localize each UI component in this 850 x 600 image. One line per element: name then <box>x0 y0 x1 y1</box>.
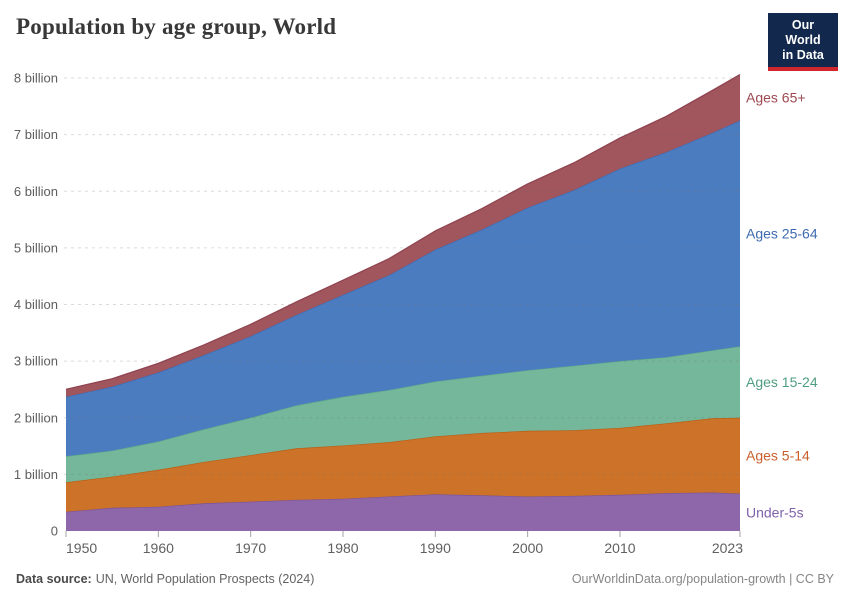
y-axis-label: 0 <box>51 524 58 539</box>
data-source: Data source: UN, World Population Prospec… <box>16 572 314 586</box>
data-source-label: Data source: <box>16 572 92 586</box>
footer: Data source: UN, World Population Prospec… <box>16 572 834 586</box>
x-axis-label: 1950 <box>66 540 97 556</box>
y-axis-label: 7 billion <box>14 127 58 142</box>
x-axis-label: 1990 <box>420 540 451 556</box>
x-axis-label: 1960 <box>143 540 174 556</box>
y-axis-label: 2 billion <box>14 410 58 425</box>
area-under-5s[interactable] <box>66 492 740 532</box>
y-axis-label: 3 billion <box>14 354 58 369</box>
owid-logo-line2: in Data <box>782 48 824 62</box>
page-title: Population by age group, World <box>16 14 337 39</box>
area-ages-15-24[interactable] <box>66 346 740 483</box>
area-ages-25-64[interactable] <box>66 120 740 457</box>
legend-label-ages-25-64[interactable]: Ages 25-64 <box>746 225 818 241</box>
x-axis-label: 2023 <box>712 540 743 556</box>
y-axis-label: 8 billion <box>14 71 58 86</box>
legend-label-ages-15-24[interactable]: Ages 15-24 <box>746 374 818 390</box>
x-axis-label: 2010 <box>604 540 635 556</box>
line-ages-65- <box>65 74 741 391</box>
credit-link[interactable]: OurWorldinData.org/population-growth | C… <box>571 572 834 586</box>
area-ages-5-14[interactable] <box>66 417 740 512</box>
legend-label-ages-5-14[interactable]: Ages 5-14 <box>746 448 810 464</box>
y-axis-label: 5 billion <box>14 240 58 255</box>
legend-label-ages-65-[interactable]: Ages 65+ <box>746 90 806 106</box>
y-axis-label: 6 billion <box>14 184 58 199</box>
x-axis-label: 2000 <box>512 540 543 556</box>
y-axis-label: 4 billion <box>14 297 58 312</box>
owid-logo-line1: Our World <box>785 18 821 47</box>
owid-logo[interactable]: Our World in Data <box>768 13 838 71</box>
legend-label-under-5s[interactable]: Under-5s <box>746 504 804 520</box>
data-source-text: UN, World Population Prospects (2024) <box>95 572 315 586</box>
x-axis-label: 1980 <box>327 540 358 556</box>
y-axis-label: 1 billion <box>14 467 58 482</box>
x-axis-label: 1970 <box>235 540 266 556</box>
